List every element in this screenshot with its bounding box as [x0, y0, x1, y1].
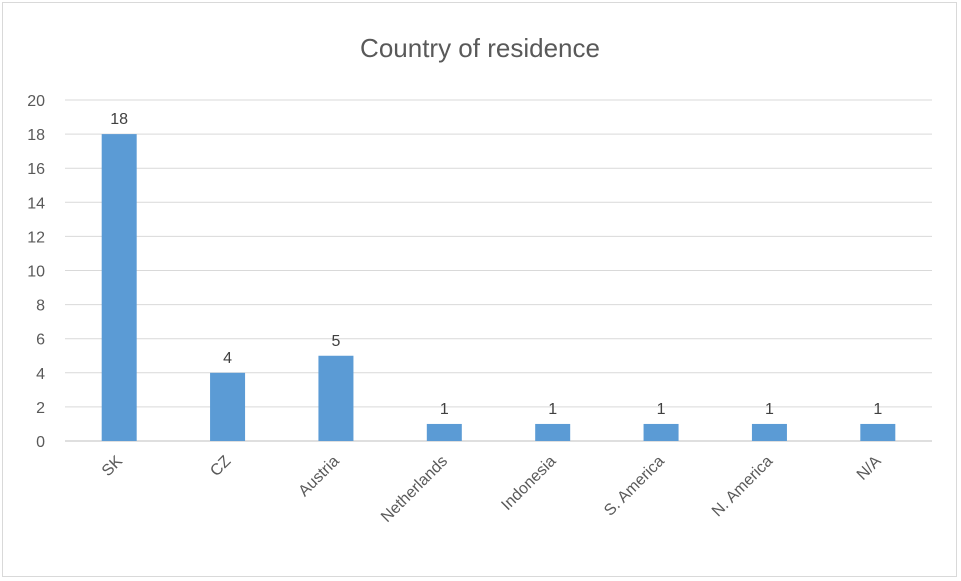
y-tick-label: 0 — [36, 434, 45, 451]
data-label: 1 — [440, 401, 449, 418]
x-axis-categories: SK CZ Austria Netherlands Indonesia S. Americ… — [99, 453, 885, 526]
x-category-label: CZ — [207, 453, 234, 480]
y-tick-label: 16 — [27, 161, 45, 178]
y-tick-label: 12 — [27, 229, 45, 246]
data-label: 4 — [223, 350, 232, 367]
y-axis-ticks: 0 2 4 6 8 10 12 14 16 18 20 — [27, 93, 45, 451]
x-category-label: N/A — [854, 453, 885, 484]
data-label: 1 — [873, 401, 882, 418]
x-category-label: Netherlands — [378, 453, 451, 526]
y-tick-label: 14 — [27, 195, 45, 212]
x-category-label: Austria — [296, 453, 343, 500]
bars — [101, 134, 896, 441]
y-tick-label: 2 — [36, 400, 45, 417]
data-label: 1 — [548, 401, 557, 418]
bar-sk — [101, 134, 137, 441]
x-category-label: Indonesia — [498, 453, 559, 514]
bar-austria — [318, 355, 354, 441]
y-tick-label: 20 — [27, 93, 45, 110]
y-tick-label: 8 — [36, 298, 45, 315]
bar-n-america — [751, 423, 787, 441]
gridlines — [65, 99, 932, 408]
data-labels: 18 4 5 1 1 1 1 1 — [110, 111, 882, 418]
y-tick-label: 10 — [27, 264, 45, 281]
y-tick-label: 18 — [27, 127, 45, 144]
bar-netherlands — [426, 423, 462, 441]
bar-indonesia — [535, 423, 571, 441]
chart-title: Country of residence — [360, 33, 600, 63]
bar-cz — [210, 372, 246, 441]
data-label: 1 — [765, 401, 774, 418]
data-label: 18 — [110, 111, 128, 128]
bar-n-a — [860, 423, 896, 441]
x-category-label: N. America — [709, 453, 776, 520]
x-category-label: SK — [99, 453, 126, 480]
y-tick-label: 6 — [36, 332, 45, 349]
bar-s-america — [643, 423, 679, 441]
y-tick-label: 4 — [36, 366, 45, 383]
x-category-label: S. America — [601, 453, 668, 520]
data-label: 1 — [657, 401, 666, 418]
data-label: 5 — [331, 333, 340, 350]
